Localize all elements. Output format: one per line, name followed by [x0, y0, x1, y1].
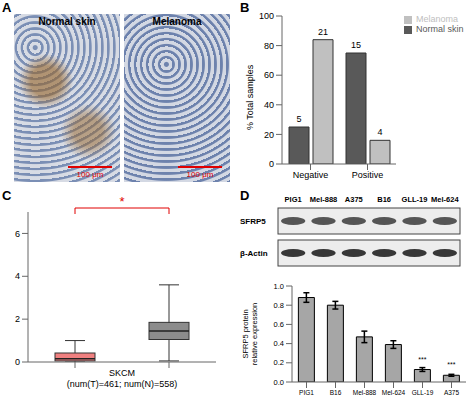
svg-text:6: 6 — [15, 229, 20, 239]
html-text:A: A — [2, 0, 12, 15]
svg-text:5: 5 — [296, 114, 301, 124]
svg-text:B16: B16 — [330, 389, 342, 396]
svg-text:***: *** — [447, 361, 455, 368]
svg-text:15: 15 — [351, 40, 361, 50]
html-text:C: C — [2, 188, 12, 203]
svg-text:SFRP5: SFRP5 — [240, 217, 266, 226]
svg-text:SFRP5 proteinrelative expressi: SFRP5 proteinrelative expression — [241, 303, 259, 366]
svg-text:0.6: 0.6 — [274, 320, 284, 329]
html-text:D: D — [240, 188, 250, 203]
svg-text:***: *** — [418, 356, 426, 363]
svg-text:100: 100 — [259, 11, 274, 21]
svg-text:20: 20 — [264, 130, 274, 140]
html-text:B: B — [240, 0, 250, 15]
svg-text:0.0: 0.0 — [274, 378, 284, 387]
svg-text:0.8: 0.8 — [274, 301, 284, 310]
svg-text:Mel-624: Mel-624 — [382, 389, 406, 396]
svg-text:0.4: 0.4 — [274, 339, 284, 348]
html-text:Normal skin: Normal skin — [416, 24, 464, 34]
svg-text:0.2: 0.2 — [274, 358, 284, 367]
svg-text:60: 60 — [264, 70, 274, 80]
svg-text:PIG1: PIG1 — [299, 389, 314, 396]
svg-text:Negative: Negative — [293, 170, 329, 180]
svg-text:40: 40 — [264, 100, 274, 110]
svg-text:A375: A375 — [345, 195, 363, 204]
svg-text:4: 4 — [377, 127, 382, 137]
svg-text:1.0: 1.0 — [274, 282, 284, 291]
svg-text:2: 2 — [15, 314, 20, 324]
svg-text:4: 4 — [15, 271, 20, 281]
svg-text:SKCM(num(T)=461; num(N)=558): SKCM(num(T)=461; num(N)=558) — [67, 368, 178, 389]
svg-text:0: 0 — [269, 159, 274, 169]
svg-text:A375: A375 — [444, 389, 460, 396]
html-text:Melanoma: Melanoma — [416, 14, 458, 24]
svg-text:Mel-888: Mel-888 — [353, 389, 377, 396]
svg-text:GLL-19: GLL-19 — [412, 389, 434, 396]
svg-text:Mel-624: Mel-624 — [431, 195, 459, 204]
svg-text:β-Actin: β-Actin — [240, 249, 268, 258]
svg-text:% Total samples: % Total samples — [245, 64, 255, 130]
html-text:100 μm: 100 μm — [76, 170, 104, 179]
html-text:Normal skin: Normal skin — [38, 16, 96, 27]
svg-text:Positive: Positive — [352, 170, 384, 180]
svg-text:0: 0 — [15, 357, 20, 367]
svg-text:B16: B16 — [377, 195, 391, 204]
svg-text:80: 80 — [264, 41, 274, 51]
svg-text:GLL-19: GLL-19 — [402, 195, 428, 204]
svg-text:PIG1: PIG1 — [285, 195, 302, 204]
svg-text:Mel-888: Mel-888 — [310, 195, 338, 204]
svg-text:*: * — [119, 194, 124, 209]
svg-text:21: 21 — [318, 27, 328, 37]
html-text:100 μm: 100 μm — [186, 170, 214, 179]
html-text:Melanoma: Melanoma — [152, 16, 202, 27]
